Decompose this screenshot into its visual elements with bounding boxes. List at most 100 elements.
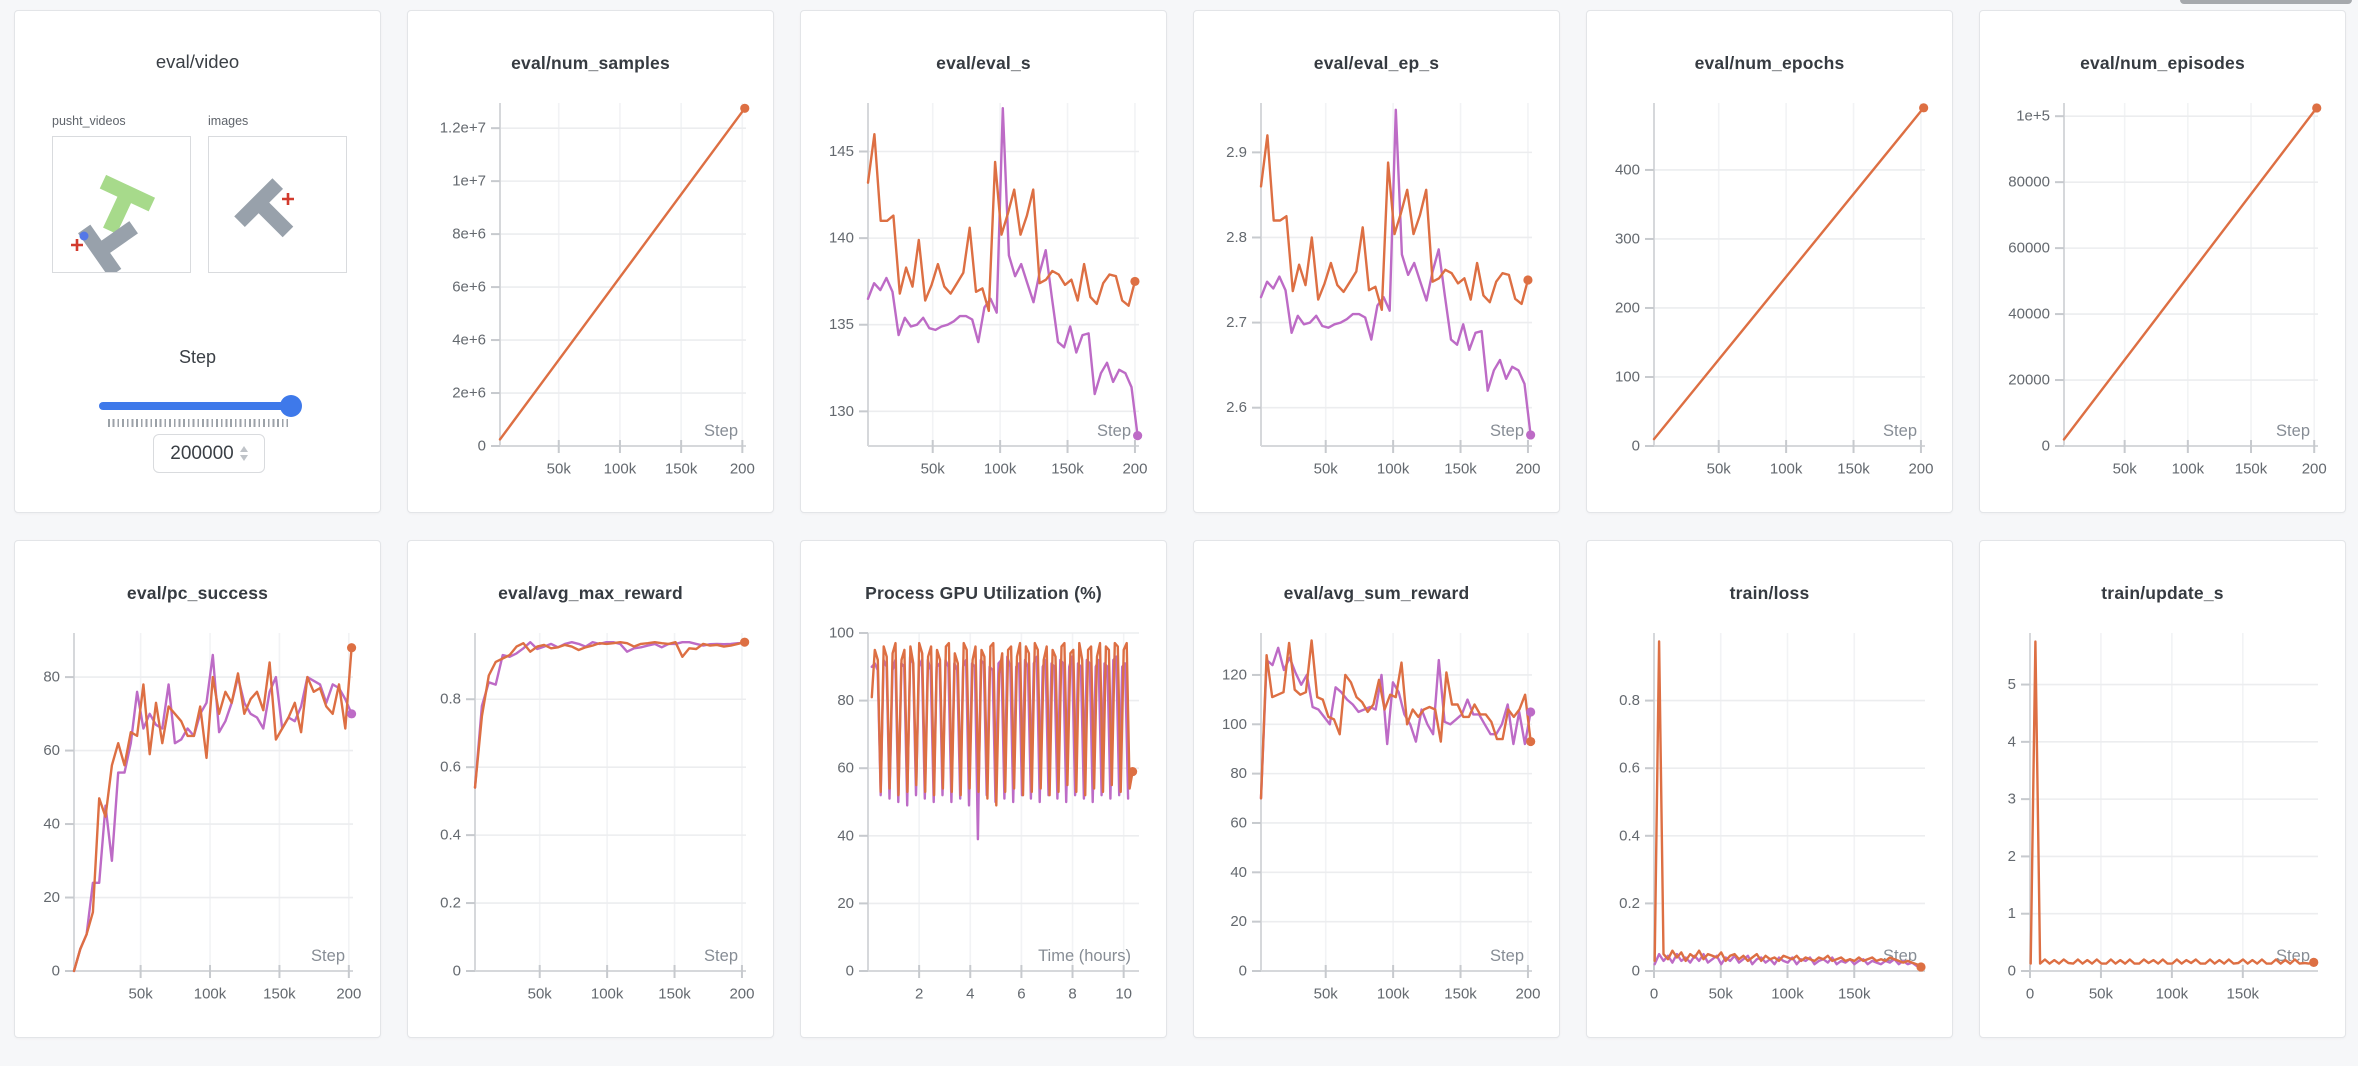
svg-text:4e+6: 4e+6 <box>452 332 486 349</box>
chart-train-loss[interactable]: 0 0.2 0.4 0.6 0.8 0 50k 100k 150k Step <box>1587 541 1952 1037</box>
panel-eval-avg-sum-reward[interactable]: eval/avg_sum_reward 0 20 40 60 80 100 120 50k 10… <box>1193 540 1560 1038</box>
svg-text:120: 120 <box>1222 666 1247 683</box>
chart-title: Process GPU Utilization (%) <box>865 583 1102 603</box>
svg-text:60000: 60000 <box>2008 240 2050 257</box>
svg-text:Step: Step <box>311 947 345 965</box>
svg-text:150k: 150k <box>2235 460 2268 477</box>
svg-text:140: 140 <box>829 230 854 247</box>
chart-eval-num-epochs[interactable]: 0 100 200 300 400 50k 100k 150k 200 Step <box>1587 11 1952 512</box>
panel-eval-eval-s[interactable]: eval/eval_s 130 135 140 145 50k 100k 150k 200 St… <box>800 10 1167 513</box>
svg-text:1.2e+7: 1.2e+7 <box>440 120 486 137</box>
svg-text:Time (hours): Time (hours) <box>1038 947 1131 965</box>
svg-text:100k: 100k <box>194 985 227 1002</box>
chart-eval-avg-max-reward[interactable]: 0 0.2 0.4 0.6 0.8 50k 100k 150k 200 Step <box>408 541 773 1037</box>
chart-eval-avg-sum-reward[interactable]: 0 20 40 60 80 100 120 50k 100k 150k 200 Step <box>1194 541 1559 1037</box>
chart-eval-num-samples[interactable]: 0 2e+6 4e+6 6e+6 8e+6 1e+7 1.2e+7 50k 100k 150k 20… <box>408 11 773 512</box>
svg-text:1: 1 <box>2008 905 2016 922</box>
media-label-pusht-videos: pusht_videos <box>52 114 126 128</box>
svg-text:200: 200 <box>1908 460 1933 477</box>
svg-text:145: 145 <box>829 143 854 160</box>
chart-eval-num-episodes[interactable]: 0 20000 40000 60000 80000 1e+5 50k 100k 150k 200 S… <box>1980 11 2345 512</box>
svg-text:40000: 40000 <box>2008 306 2050 323</box>
svg-text:100: 100 <box>1615 368 1640 385</box>
svg-text:0: 0 <box>846 963 854 980</box>
svg-text:60: 60 <box>837 760 854 777</box>
chart-title: eval/avg_sum_reward <box>1283 583 1470 603</box>
svg-text:50k: 50k <box>1707 460 1732 477</box>
images-scene-image <box>234 178 294 238</box>
svg-text:200: 200 <box>730 460 755 477</box>
svg-text:0: 0 <box>453 963 461 980</box>
step-slider-thumb[interactable] <box>280 395 302 417</box>
svg-text:0.2: 0.2 <box>1619 895 1640 912</box>
svg-text:Step: Step <box>1490 947 1524 965</box>
chart-eval-pc-success[interactable]: 0 20 40 60 80 50k 100k 150k 200 Step <box>15 541 380 1037</box>
svg-text:100: 100 <box>829 625 854 642</box>
svg-text:0.2: 0.2 <box>440 895 461 912</box>
svg-text:150k: 150k <box>1444 460 1477 477</box>
svg-text:10: 10 <box>1115 985 1132 1002</box>
step-number-input[interactable]: 200000 <box>153 434 265 473</box>
svg-text:0: 0 <box>1239 963 1247 980</box>
panel-eval-avg-max-reward[interactable]: eval/avg_max_reward 0 0.2 0.4 0.6 0.8 50k 100k… <box>407 540 774 1038</box>
svg-text:50k: 50k <box>129 985 154 1002</box>
svg-text:60: 60 <box>43 742 60 759</box>
svg-text:4: 4 <box>2008 733 2016 750</box>
step-value[interactable]: 200000 <box>170 442 234 464</box>
svg-text:2e+6: 2e+6 <box>452 385 486 402</box>
svg-text:100k: 100k <box>2172 460 2205 477</box>
spinner-down-icon[interactable] <box>239 455 248 461</box>
step-slider-ticks <box>108 419 288 427</box>
svg-text:50k: 50k <box>2089 985 2114 1002</box>
svg-text:40: 40 <box>1230 864 1247 881</box>
svg-text:0: 0 <box>2042 438 2050 455</box>
svg-text:5: 5 <box>2008 676 2016 693</box>
chart-eval-eval-ep-s[interactable]: 2.6 2.7 2.8 2.9 50k 100k 150k 200 Step <box>1194 11 1559 512</box>
svg-text:0: 0 <box>1632 963 1640 980</box>
svg-text:150k: 150k <box>1838 985 1871 1002</box>
svg-text:20: 20 <box>1230 913 1247 930</box>
panel-eval-num-samples[interactable]: eval/num_samples 0 2e+6 4e+6 6e+6 8e+6 1e+7 1.… <box>407 10 774 513</box>
panel-train-loss[interactable]: train/loss 0 0.2 0.4 0.6 0.8 0 50k 100k 150k Step <box>1586 540 1953 1038</box>
svg-text:2.9: 2.9 <box>1226 144 1247 161</box>
svg-text:Step: Step <box>1883 422 1917 440</box>
chart-title: train/update_s <box>2101 583 2224 603</box>
svg-text:200: 200 <box>729 985 754 1002</box>
chart-title: eval/num_samples <box>511 53 670 73</box>
video-thumbnail-images[interactable] <box>208 136 347 273</box>
svg-text:0.4: 0.4 <box>440 827 461 844</box>
panel-gpu-utilization[interactable]: Process GPU Utilization (%) 0 20 40 60 80 100… <box>800 540 1167 1038</box>
spinner-up-icon[interactable] <box>239 446 248 452</box>
svg-text:80: 80 <box>837 692 854 709</box>
step-slider[interactable] <box>99 402 301 410</box>
chart-gpu-utilization[interactable]: 0 20 40 60 80 100 2 4 6 8 10 Time (hours) <box>801 541 1166 1037</box>
svg-text:150k: 150k <box>665 460 698 477</box>
svg-text:8: 8 <box>1068 985 1076 1002</box>
panel-eval-eval-ep-s[interactable]: eval/eval_ep_s 2.6 2.7 2.8 2.9 50k 100k 150k 20… <box>1193 10 1560 513</box>
svg-text:80000: 80000 <box>2008 174 2050 191</box>
green-t-shape <box>99 174 156 234</box>
svg-text:100k: 100k <box>1377 985 1410 1002</box>
chart-eval-eval-s[interactable]: 130 135 140 145 50k 100k 150k 200 Step <box>801 11 1166 512</box>
chart-title: eval/pc_success <box>126 583 269 603</box>
chart-title: eval/num_episodes <box>2080 53 2245 73</box>
panel-eval-pc-success[interactable]: eval/pc_success 0 20 40 60 80 50k 100k 150k 200 S… <box>14 540 381 1038</box>
svg-text:6: 6 <box>1017 985 1025 1002</box>
svg-text:200: 200 <box>1122 460 1147 477</box>
scrollbar-fragment[interactable] <box>2180 0 2352 4</box>
video-thumbnail-pusht[interactable] <box>52 136 191 278</box>
media-panel-title: eval/video <box>155 51 240 72</box>
panel-eval-num-epochs[interactable]: eval/num_epochs 0 100 200 300 400 50k 100k 150k… <box>1586 10 1953 513</box>
panel-train-update-s[interactable]: train/update_s 0 1 2 3 4 5 0 50k 100k 150k Step <box>1979 540 2346 1038</box>
panel-eval-video[interactable]: eval/video pusht_videos images <box>14 10 381 513</box>
svg-text:8e+6: 8e+6 <box>452 226 486 243</box>
gray-t-shape <box>234 178 294 238</box>
svg-text:20: 20 <box>43 889 60 906</box>
pusht-scene-image <box>71 174 156 278</box>
step-spinner[interactable] <box>239 446 248 461</box>
svg-text:135: 135 <box>829 316 854 333</box>
panel-eval-num-episodes[interactable]: eval/num_episodes 0 20000 40000 60000 80000 1… <box>1979 10 2346 513</box>
svg-text:200: 200 <box>1615 299 1640 316</box>
svg-text:50k: 50k <box>1314 460 1339 477</box>
chart-train-update-s[interactable]: 0 1 2 3 4 5 0 50k 100k 150k Step <box>1980 541 2345 1037</box>
